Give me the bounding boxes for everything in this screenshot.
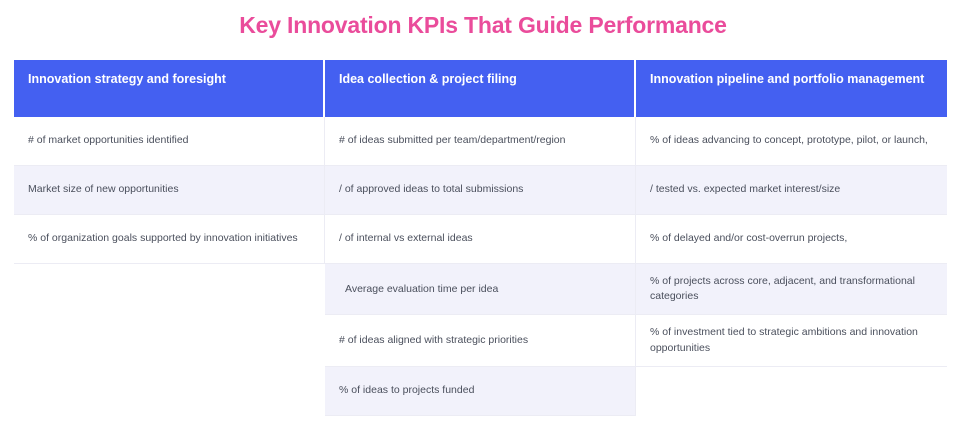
cell-strategy-6-empty bbox=[14, 367, 325, 416]
cell-pipeline-5: % of investment tied to strategic ambiti… bbox=[636, 315, 947, 367]
table-row: % of organization goals supported by inn… bbox=[14, 215, 947, 264]
cell-pipeline-6-empty bbox=[636, 367, 947, 416]
cell-strategy-2: Market size of new opportunities bbox=[14, 166, 325, 215]
table-row: % of ideas to projects funded bbox=[14, 366, 947, 416]
page-title: Key Innovation KPIs That Guide Performan… bbox=[239, 12, 727, 38]
kpi-table: Innovation strategy and foresight Idea c… bbox=[14, 60, 947, 416]
cell-ideas-6: % of ideas to projects funded bbox=[325, 366, 636, 416]
column-header-idea-collection: Idea collection & project filing bbox=[325, 60, 636, 117]
cell-ideas-5: # of ideas aligned with strategic priori… bbox=[325, 315, 636, 367]
cell-pipeline-1: % of ideas advancing to concept, prototy… bbox=[636, 117, 947, 166]
table-row: # of market opportunities identified # o… bbox=[14, 117, 947, 166]
table-row: Market size of new opportunities / of ap… bbox=[14, 166, 947, 215]
table-header: Innovation strategy and foresight Idea c… bbox=[14, 60, 947, 117]
cell-ideas-1: # of ideas submitted per team/department… bbox=[325, 117, 636, 166]
column-header-innovation-pipeline: Innovation pipeline and portfolio manage… bbox=[636, 60, 947, 117]
cell-ideas-3: / of internal vs external ideas bbox=[325, 215, 636, 264]
table-row: # of ideas aligned with strategic priori… bbox=[14, 315, 947, 367]
table-header-row: Innovation strategy and foresight Idea c… bbox=[14, 60, 947, 117]
column-header-innovation-strategy: Innovation strategy and foresight bbox=[14, 60, 325, 117]
table-row: Average evaluation time per idea % of pr… bbox=[14, 264, 947, 316]
cell-ideas-2: / of approved ideas to total submissions bbox=[325, 166, 636, 215]
table-body: # of market opportunities identified # o… bbox=[14, 117, 947, 416]
cell-pipeline-4: % of projects across core, adjacent, and… bbox=[636, 264, 947, 316]
cell-pipeline-3: % of delayed and/or cost-overrun project… bbox=[636, 215, 947, 264]
cell-strategy-5-empty bbox=[14, 315, 325, 366]
cell-strategy-4-empty bbox=[14, 264, 325, 315]
cell-ideas-4: Average evaluation time per idea bbox=[325, 264, 636, 316]
cell-pipeline-2: / tested vs. expected market interest/si… bbox=[636, 166, 947, 215]
cell-strategy-3: % of organization goals supported by inn… bbox=[14, 215, 325, 264]
cell-strategy-1: # of market opportunities identified bbox=[14, 117, 325, 166]
